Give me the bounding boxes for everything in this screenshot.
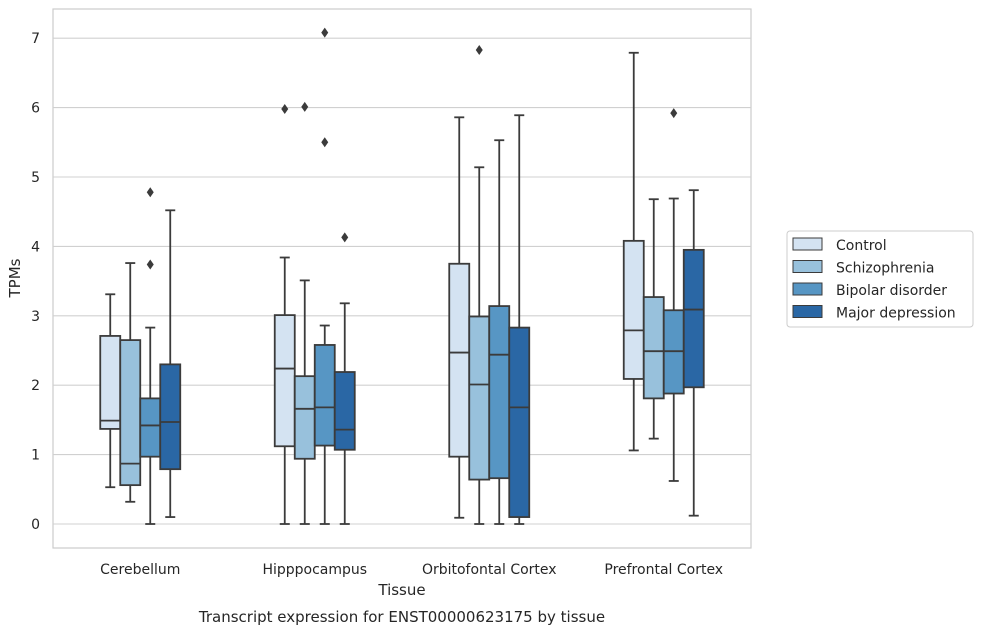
legend-entries: Control Schizophrenia Bipolar disorder Majo… — [792, 237, 956, 322]
box — [488, 305, 511, 480]
box — [468, 315, 491, 481]
legend-label: Bipolar disorder — [836, 283, 947, 299]
box — [642, 296, 665, 400]
legend-swatch — [792, 282, 823, 296]
box — [682, 248, 705, 389]
box-group — [488, 139, 511, 525]
legend-swatch — [792, 260, 823, 273]
outlier-point — [281, 103, 289, 114]
outlier-point — [301, 101, 309, 112]
y-tick-label: 1 — [31, 448, 40, 464]
box — [448, 262, 471, 458]
plot-area — [52, 8, 752, 549]
box — [139, 397, 162, 458]
box-series — [99, 27, 705, 525]
legend-label: Control — [836, 238, 887, 254]
y-tick-label: 2 — [31, 378, 40, 394]
outlier-point — [321, 27, 329, 38]
box-group — [99, 293, 122, 489]
box-group — [293, 101, 316, 525]
box-group — [119, 262, 142, 503]
box — [333, 371, 356, 451]
chart-caption: Transcript expression for ENST0000062317… — [198, 608, 605, 626]
box — [622, 239, 645, 380]
box — [273, 314, 296, 448]
box — [159, 363, 182, 471]
y-tick-label: 7 — [31, 31, 40, 47]
x-tick-label: Cerebellum — [100, 562, 180, 578]
y-tick-label: 6 — [31, 101, 40, 117]
outlier-point — [146, 259, 154, 270]
y-axis-title: TPMs — [6, 258, 24, 298]
x-tick-label: Prefrontal Cortex — [604, 562, 723, 578]
box-group — [662, 108, 685, 482]
outlier-point — [341, 232, 349, 243]
box-group — [508, 114, 531, 525]
y-tick-labels: 0 1 2 3 4 5 6 7 — [31, 31, 40, 533]
outlier-point — [146, 187, 154, 198]
legend-swatch — [792, 305, 823, 318]
y-tick-label: 4 — [31, 239, 40, 255]
legend-label: Major depression — [836, 306, 956, 322]
box — [293, 375, 316, 460]
y-tick-label: 5 — [31, 170, 40, 186]
box-group — [159, 209, 182, 518]
legend-frame — [786, 230, 974, 328]
legend-swatch — [792, 237, 823, 251]
box-group — [682, 189, 705, 517]
y-tick-label: 3 — [31, 309, 40, 325]
x-tick-label: Orbitofontal Cortex — [422, 562, 557, 578]
box — [99, 335, 122, 430]
box — [313, 344, 336, 447]
legend-label: Schizophrenia — [836, 261, 934, 277]
y-tick-label: 0 — [31, 517, 40, 533]
outlier-point — [475, 44, 483, 55]
x-axis-title: Tissue — [377, 581, 425, 599]
box — [508, 326, 531, 518]
outlier-point — [670, 108, 678, 119]
outlier-point — [321, 137, 329, 148]
x-tick-label: Hipppocampus — [262, 562, 367, 578]
x-tick-labels: Cerebellum Hipppocampus Orbitofontal Corte… — [100, 562, 723, 578]
box-group — [333, 232, 356, 525]
legend: Control Schizophrenia Bipolar disorder Majo… — [786, 230, 974, 328]
